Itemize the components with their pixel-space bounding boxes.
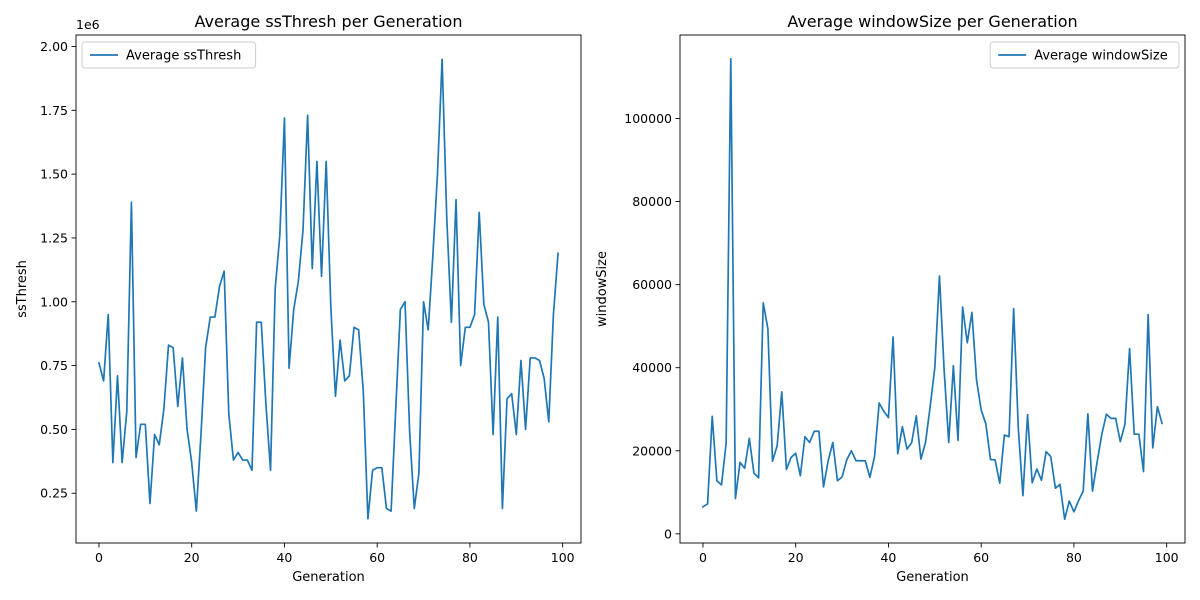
series-line-1 xyxy=(701,57,1164,521)
plot-frame xyxy=(679,34,1186,544)
y-tick-label: 1.25 xyxy=(40,230,68,245)
y-tick-label: 1.00 xyxy=(40,294,68,309)
x-tick-label: 40 xyxy=(880,550,896,565)
y-axis-label: ssThresh xyxy=(15,260,30,318)
x-tick-label: 60 xyxy=(369,550,385,565)
legend-label: Average windowSize xyxy=(1034,49,1168,64)
chart-panel-1: Average ssThresh per Generation 0 20 40 60 80… xyxy=(15,12,582,585)
y-tick-label: 60000 xyxy=(632,277,672,292)
x-axis-label: Generation xyxy=(896,570,969,585)
chart-panel-2: Average windowSize per Generation 0 20 40 60… xyxy=(595,12,1186,585)
y-tick-label: 2.00 xyxy=(40,39,68,54)
y-tick-label: 100000 xyxy=(624,111,672,126)
y-tick-label: 0 xyxy=(664,526,672,541)
x-tick-label: 80 xyxy=(462,550,478,565)
x-axis-label: Generation xyxy=(292,570,365,585)
series-line-1 xyxy=(97,58,559,520)
y-tick-label: 0.50 xyxy=(40,422,68,437)
x-tick-label: 100 xyxy=(551,550,575,565)
y-tick-label: 20000 xyxy=(632,443,672,458)
x-tick-label: 0 xyxy=(95,550,103,565)
y-tick-label: 1.50 xyxy=(40,167,68,182)
legend: Average windowSize xyxy=(989,41,1180,69)
y-tick-label: 40000 xyxy=(632,360,672,375)
y-tick-label: 0.75 xyxy=(40,358,68,373)
legend-label: Average ssThresh xyxy=(126,49,241,64)
legend-box xyxy=(81,41,257,69)
plot-frame xyxy=(75,34,582,544)
x-tick-label: 40 xyxy=(276,550,292,565)
x-tick-label: 20 xyxy=(788,550,804,565)
x-tick-label: 80 xyxy=(1066,550,1082,565)
x-tick-label: 100 xyxy=(1155,550,1179,565)
legend-box xyxy=(989,41,1180,69)
x-tick-label: 20 xyxy=(184,550,200,565)
y-tick-label: 80000 xyxy=(632,194,672,209)
chart-title: Average windowSize per Generation xyxy=(787,12,1077,31)
y-axis-label: windowSize xyxy=(595,251,610,327)
x-tick-label: 60 xyxy=(973,550,989,565)
y-tick-label: 0.25 xyxy=(40,486,68,501)
chart-title: Average ssThresh per Generation xyxy=(195,12,463,31)
legend: Average ssThresh xyxy=(81,41,257,69)
x-tick-label: 0 xyxy=(699,550,707,565)
y-scale-offset-label: 1e6 xyxy=(76,17,100,32)
y-tick-label: 1.75 xyxy=(40,103,68,118)
